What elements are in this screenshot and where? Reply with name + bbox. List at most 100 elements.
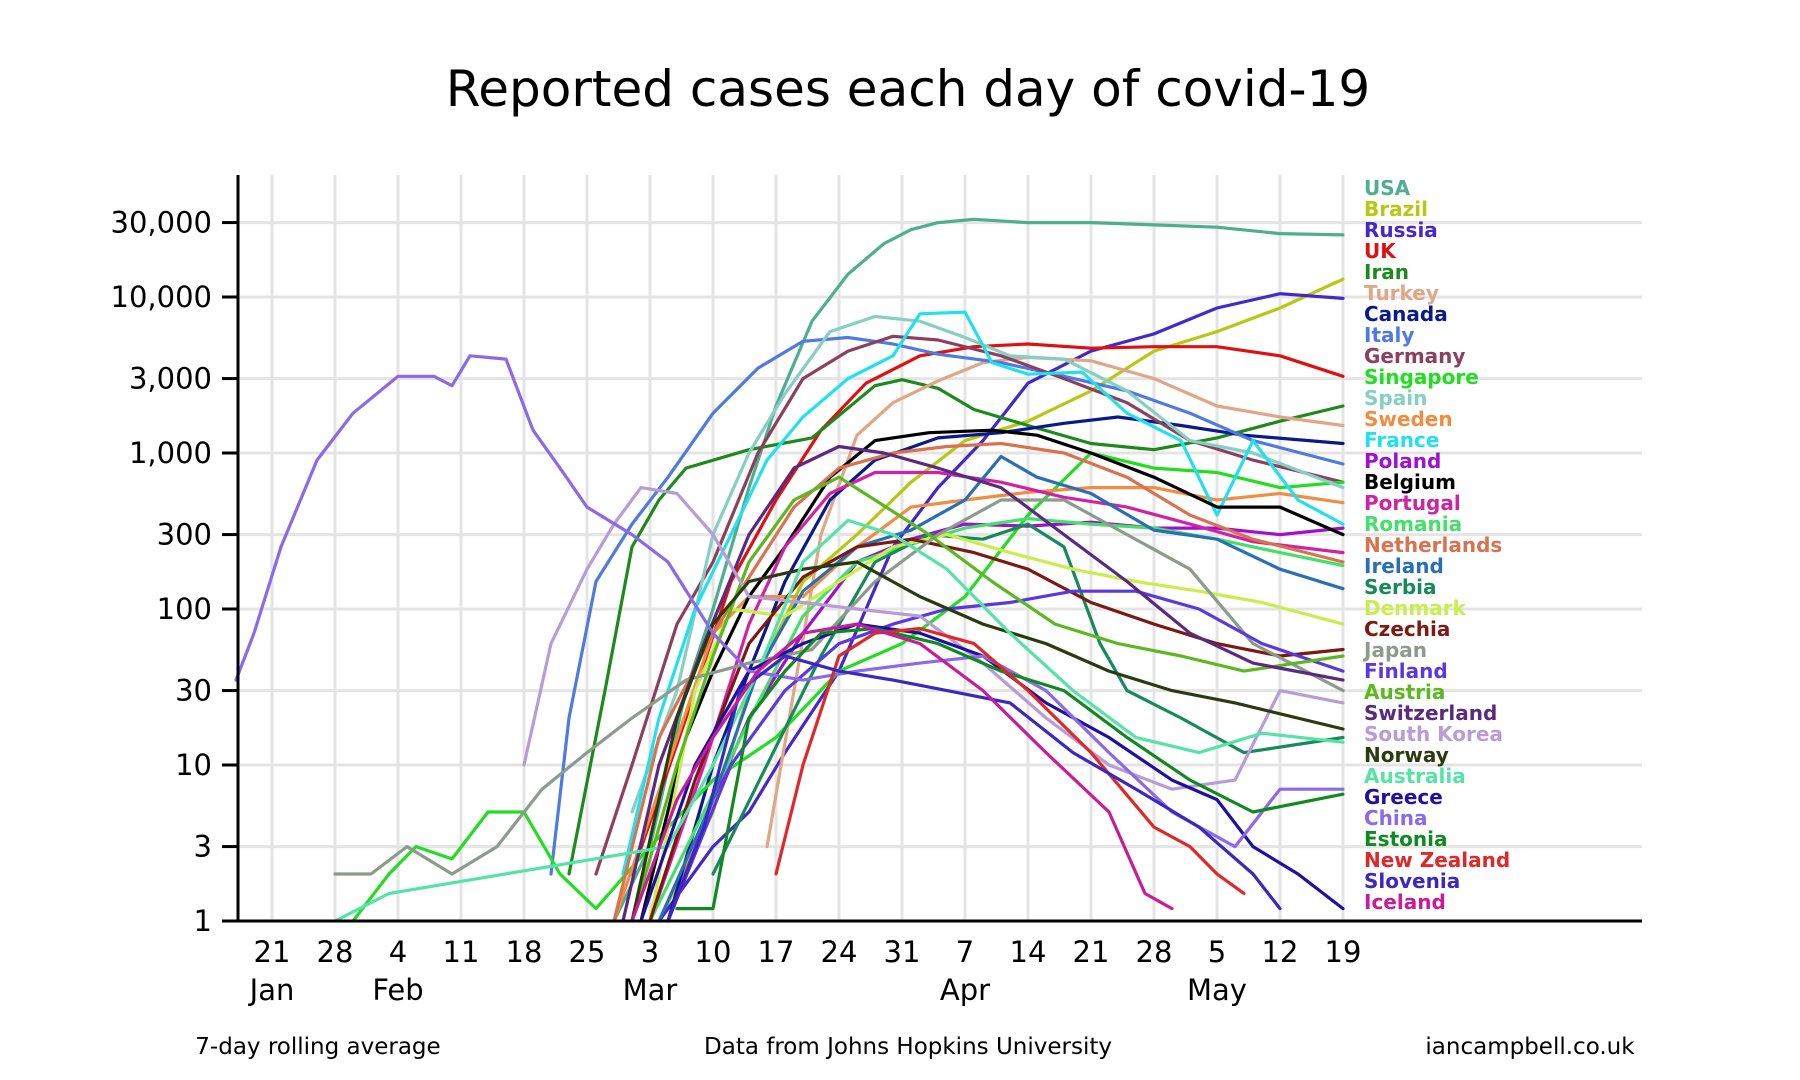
legend-entry: Czechia (1364, 617, 1450, 641)
x-tick-label: 7 (956, 935, 974, 969)
legend-entry: Netherlands (1364, 533, 1502, 557)
series-line-portugal (648, 470, 1345, 923)
series-line-sweden (612, 486, 1345, 923)
series-line-serbia (711, 522, 1345, 876)
footer-right: iancampbell.co.uk (1425, 1034, 1635, 1060)
legend-entry: USA (1364, 176, 1411, 200)
legend-entry: Singapore (1364, 365, 1479, 389)
x-tick-label: 3 (641, 935, 659, 969)
x-tick-label: 17 (758, 935, 795, 969)
x-tick-label: 21 (1073, 935, 1110, 969)
legend-entry: Ireland (1364, 554, 1444, 578)
series-line-turkey (765, 355, 1345, 849)
legend-entry: Spain (1364, 386, 1427, 410)
x-tick-label: 19 (1325, 935, 1362, 969)
legend-entry: Slovenia (1364, 869, 1460, 893)
x-tick-label: 14 (1010, 935, 1047, 969)
legend-entry: Iran (1364, 260, 1409, 284)
legend-entry: Portugal (1364, 491, 1461, 515)
series-lines (234, 217, 1345, 923)
series-line-new-zealand (774, 626, 1246, 896)
x-tick-label: 21 (254, 935, 291, 969)
legend-entry: Germany (1364, 344, 1465, 368)
legend-entry: Brazil (1364, 197, 1428, 221)
x-tick-label: 25 (569, 935, 606, 969)
y-tick-label: 100 (157, 592, 212, 626)
x-month-label: Mar (623, 973, 678, 1007)
x-tick-label: 11 (443, 935, 480, 969)
x-month-label: Feb (372, 973, 423, 1007)
legend-entry: France (1364, 428, 1439, 452)
legend-entry: Estonia (1364, 827, 1447, 851)
series-line-russia (657, 292, 1345, 923)
y-tick-label: 3 (194, 830, 212, 864)
series-line-norway (630, 560, 1345, 923)
y-tick-label: 1,000 (129, 436, 212, 470)
series-line-netherlands (612, 441, 1345, 923)
x-tick-label: 12 (1262, 935, 1299, 969)
axes (222, 175, 1642, 923)
series-line-finland (666, 589, 1345, 923)
series-line-uk (630, 342, 1345, 876)
series-line-singapore (351, 451, 1345, 923)
series-line-iran (567, 378, 1345, 876)
y-tick-label: 3,000 (129, 362, 212, 396)
legend-entry: Poland (1364, 449, 1441, 473)
series-line-usa (612, 217, 1345, 923)
x-tick-label: 18 (506, 935, 543, 969)
legend-entry: Australia (1364, 764, 1466, 788)
legend-entry: South Korea (1364, 722, 1503, 746)
series-line-estonia (675, 626, 1345, 911)
legend-entry: Belgium (1364, 470, 1456, 494)
legend-entry: New Zealand (1364, 848, 1510, 872)
y-tick-label: 30,000 (111, 206, 212, 240)
legend-entry: China (1364, 806, 1428, 830)
legend-entry: Japan (1362, 638, 1427, 662)
x-month-label: May (1187, 973, 1247, 1007)
legend-entry: Norway (1364, 743, 1449, 767)
y-tick-label: 300 (157, 518, 212, 552)
x-tick-label: 28 (1136, 935, 1173, 969)
series-line-france (621, 310, 1345, 876)
legend-entry: Finland (1364, 659, 1448, 683)
legend-entry: Serbia (1364, 575, 1437, 599)
legend-entry: Greece (1364, 785, 1443, 809)
y-tick-label: 10,000 (111, 280, 212, 314)
series-line-south-korea (522, 486, 1345, 791)
series-line-iceland (630, 622, 1174, 923)
footer-center: Data from Johns Hopkins University (704, 1034, 1112, 1060)
x-tick-label: 4 (389, 935, 407, 969)
legend-entry: Sweden (1364, 407, 1453, 431)
legend-entry: Italy (1364, 323, 1414, 347)
legend-entry: Romania (1364, 512, 1462, 536)
legend-entry: Canada (1364, 302, 1448, 326)
footer-left: 7-day rolling average (195, 1034, 440, 1060)
x-tick-label: 24 (821, 935, 858, 969)
y-tick-label: 1 (194, 904, 212, 938)
series-line-australia (333, 518, 1345, 923)
y-tick-label: 10 (175, 748, 212, 782)
x-tick-label: 10 (695, 935, 732, 969)
legend-entry: Austria (1364, 680, 1445, 704)
x-tick-label: 28 (317, 935, 354, 969)
series-line-germany (594, 334, 1345, 876)
x-month-label: Apr (940, 973, 990, 1007)
series-line-ireland (657, 454, 1345, 923)
series-line-czechia (648, 537, 1345, 923)
y-axis-ticks: 1 3 10 30 100 300 1,000 3,000 10,000 30,000 (111, 206, 238, 938)
series-line-spain (630, 314, 1345, 814)
series-line-italy (549, 335, 1345, 876)
legend-entry: Iceland (1364, 890, 1446, 914)
series-line-slovenia (666, 654, 1282, 923)
x-month-label: Jan (248, 973, 295, 1007)
series-line-japan (333, 498, 1345, 876)
legend-entry: Turkey (1364, 281, 1439, 305)
legend: USABrazilRussiaUKIranTurkeyCanadaItalyGe… (1362, 176, 1510, 914)
series-line-china (234, 354, 1345, 849)
legend-entry: Denmark (1364, 596, 1467, 620)
chart-title: Reported cases each day of covid-19 (446, 60, 1370, 118)
legend-entry: Switzerland (1364, 701, 1497, 725)
x-tick-label: 31 (884, 935, 921, 969)
x-tick-label: 5 (1208, 935, 1226, 969)
